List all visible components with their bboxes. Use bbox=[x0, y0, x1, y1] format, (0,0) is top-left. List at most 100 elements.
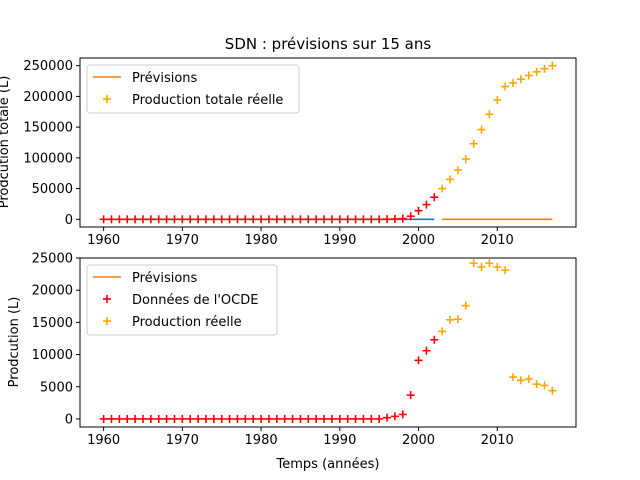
data-point bbox=[296, 414, 305, 423]
x-tick-label: 1990 bbox=[323, 233, 356, 248]
data-point bbox=[249, 215, 258, 224]
data-point bbox=[146, 414, 155, 423]
data-point bbox=[383, 215, 392, 224]
data-point bbox=[154, 215, 163, 224]
data-point bbox=[146, 215, 155, 224]
legend-label: Prévisions bbox=[132, 271, 198, 286]
legend-label: Production réelle bbox=[132, 315, 242, 330]
legend-item: Données de l'OCDE bbox=[103, 293, 258, 308]
data-point bbox=[540, 381, 549, 390]
data-point bbox=[477, 125, 486, 134]
data-point bbox=[170, 215, 179, 224]
data-point bbox=[390, 412, 399, 421]
data-point bbox=[367, 414, 376, 423]
x-tick-label: 1980 bbox=[245, 433, 278, 448]
data-point bbox=[162, 414, 171, 423]
data-point bbox=[485, 110, 494, 119]
data-point bbox=[453, 166, 462, 175]
data-point bbox=[288, 414, 297, 423]
data-point bbox=[335, 215, 344, 224]
bottom-legend: Prévisions Données de l'OCDE Production ré… bbox=[86, 264, 278, 336]
top-y-axis-label: Prodcution totale (L) bbox=[0, 76, 12, 209]
data-point bbox=[359, 215, 368, 224]
data-point bbox=[509, 78, 518, 87]
data-point bbox=[312, 215, 321, 224]
data-point bbox=[194, 414, 203, 423]
x-tick-label: 2010 bbox=[481, 433, 514, 448]
data-point bbox=[516, 75, 525, 84]
top-axes-frame bbox=[79, 57, 577, 228]
data-point bbox=[312, 414, 321, 423]
x-tick-label: 1970 bbox=[166, 433, 199, 448]
y-tick-label: 20000 bbox=[32, 284, 73, 299]
y-tick-label: 200000 bbox=[23, 90, 73, 105]
data-point bbox=[398, 410, 407, 419]
data-point bbox=[123, 215, 132, 224]
data-point bbox=[186, 414, 195, 423]
data-point bbox=[422, 200, 431, 209]
bottom-panel: 1960 1970 1980 1990 2000 2010 0 5000 10000 15000 2… bbox=[7, 252, 577, 472]
data-point bbox=[446, 175, 455, 184]
data-point bbox=[430, 193, 439, 202]
top-panel: 1960 1970 1980 1990 2000 2010 0 50000 100000 1500… bbox=[0, 57, 577, 248]
y-tick-label: 0 bbox=[65, 213, 73, 228]
data-point bbox=[209, 414, 218, 423]
data-point bbox=[272, 215, 281, 224]
data-point bbox=[178, 215, 187, 224]
data-point bbox=[351, 414, 360, 423]
y-tick-label: 25000 bbox=[32, 252, 73, 267]
data-point bbox=[257, 414, 266, 423]
data-point bbox=[524, 375, 533, 384]
data-point bbox=[107, 414, 116, 423]
bottom-plot-area: 1960 1970 1980 1990 2000 2010 0 5000 10000 15000 2… bbox=[32, 252, 557, 448]
data-point bbox=[422, 346, 431, 355]
data-point bbox=[241, 215, 250, 224]
data-point bbox=[540, 64, 549, 73]
data-point bbox=[272, 414, 281, 423]
legend-label: Production totale réelle bbox=[132, 93, 283, 108]
x-tick-label: 2010 bbox=[481, 233, 514, 248]
data-point bbox=[280, 215, 289, 224]
data-point bbox=[264, 414, 273, 423]
data-point bbox=[343, 215, 352, 224]
chart-title: SDN : prévisions sur 15 ans bbox=[225, 35, 432, 53]
data-point bbox=[532, 67, 541, 76]
data-point bbox=[162, 215, 171, 224]
data-point bbox=[383, 413, 392, 422]
data-point bbox=[257, 215, 266, 224]
x-tick-label: 1960 bbox=[87, 433, 120, 448]
data-point bbox=[233, 215, 242, 224]
data-point bbox=[131, 414, 140, 423]
y-tick-label: 15000 bbox=[32, 316, 73, 331]
top-legend: Prévisions Production totale réelle bbox=[86, 64, 300, 114]
data-point bbox=[532, 380, 541, 389]
data-point bbox=[477, 263, 486, 272]
data-point bbox=[320, 414, 329, 423]
data-point bbox=[201, 215, 210, 224]
data-point bbox=[524, 71, 533, 80]
data-point bbox=[446, 315, 455, 324]
data-point bbox=[375, 414, 384, 423]
data-point bbox=[501, 82, 510, 91]
data-point bbox=[501, 266, 510, 275]
data-point bbox=[123, 414, 132, 423]
x-tick-label: 1980 bbox=[245, 233, 278, 248]
y-tick-label: 100000 bbox=[23, 151, 73, 166]
data-point bbox=[461, 301, 470, 310]
data-point bbox=[469, 259, 478, 268]
legend-label: Données de l'OCDE bbox=[132, 293, 258, 308]
data-point bbox=[154, 414, 163, 423]
legend-item: Prévisions bbox=[93, 71, 198, 86]
legend-item: Production réelle bbox=[103, 315, 242, 330]
data-point bbox=[304, 215, 313, 224]
data-point bbox=[225, 215, 234, 224]
data-point bbox=[201, 414, 210, 423]
x-tick-label: 2000 bbox=[402, 233, 435, 248]
data-point bbox=[414, 356, 423, 365]
data-point bbox=[327, 414, 336, 423]
data-point bbox=[469, 139, 478, 148]
data-point bbox=[548, 61, 557, 70]
data-point bbox=[430, 335, 439, 344]
data-point bbox=[375, 215, 384, 224]
data-point bbox=[217, 414, 226, 423]
